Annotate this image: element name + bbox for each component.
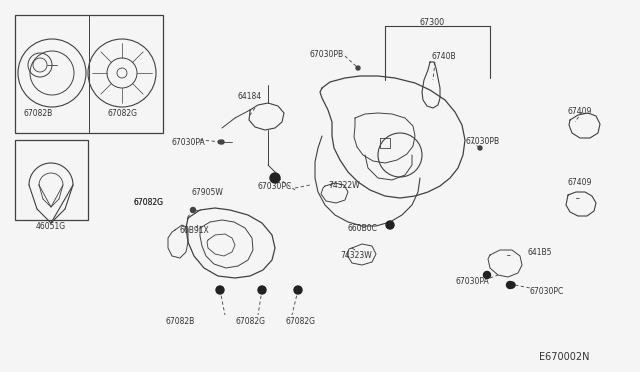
Text: 67030PA: 67030PA [172,138,205,147]
Circle shape [191,208,195,212]
Circle shape [478,146,482,150]
Text: 67082G: 67082G [133,198,163,207]
Circle shape [218,140,222,144]
Text: 67030PB: 67030PB [310,50,344,59]
Text: 67030PA: 67030PA [456,277,490,286]
Circle shape [191,208,195,212]
Text: 67300: 67300 [419,18,445,27]
Text: 67030PB: 67030PB [465,137,499,146]
Text: 660B0C: 660B0C [348,224,378,233]
Text: 66B91X: 66B91X [180,226,210,235]
Circle shape [484,272,490,278]
Text: 67082G: 67082G [285,317,315,326]
Text: 64184: 64184 [238,92,262,101]
Text: 67905W: 67905W [192,188,224,197]
Circle shape [483,272,490,279]
Circle shape [294,286,302,294]
Circle shape [220,140,224,144]
Circle shape [270,173,280,183]
Circle shape [509,282,515,288]
Text: E670002N: E670002N [540,352,590,362]
Text: 67409: 67409 [567,107,591,116]
Text: 641B5: 641B5 [527,248,552,257]
Text: 67082G: 67082G [133,198,163,207]
Bar [15,140,88,220]
Text: 67409: 67409 [567,178,591,187]
Text: 74322W: 74322W [328,181,360,190]
Text: 67082G: 67082G [107,109,137,118]
Text: 46051G: 46051G [36,222,66,231]
Text: 67082B: 67082B [165,317,195,326]
Text: 67030PC: 67030PC [258,182,292,191]
Circle shape [386,221,394,229]
Circle shape [216,286,224,294]
Bar [15,15,163,133]
Text: 67082B: 67082B [24,109,52,118]
Circle shape [506,282,513,289]
Circle shape [356,66,360,70]
Circle shape [258,286,266,294]
Text: 6740B: 6740B [432,52,456,61]
Text: 67082G: 67082G [235,317,265,326]
Text: 74323W: 74323W [340,251,372,260]
Text: 67030PC: 67030PC [530,287,564,296]
